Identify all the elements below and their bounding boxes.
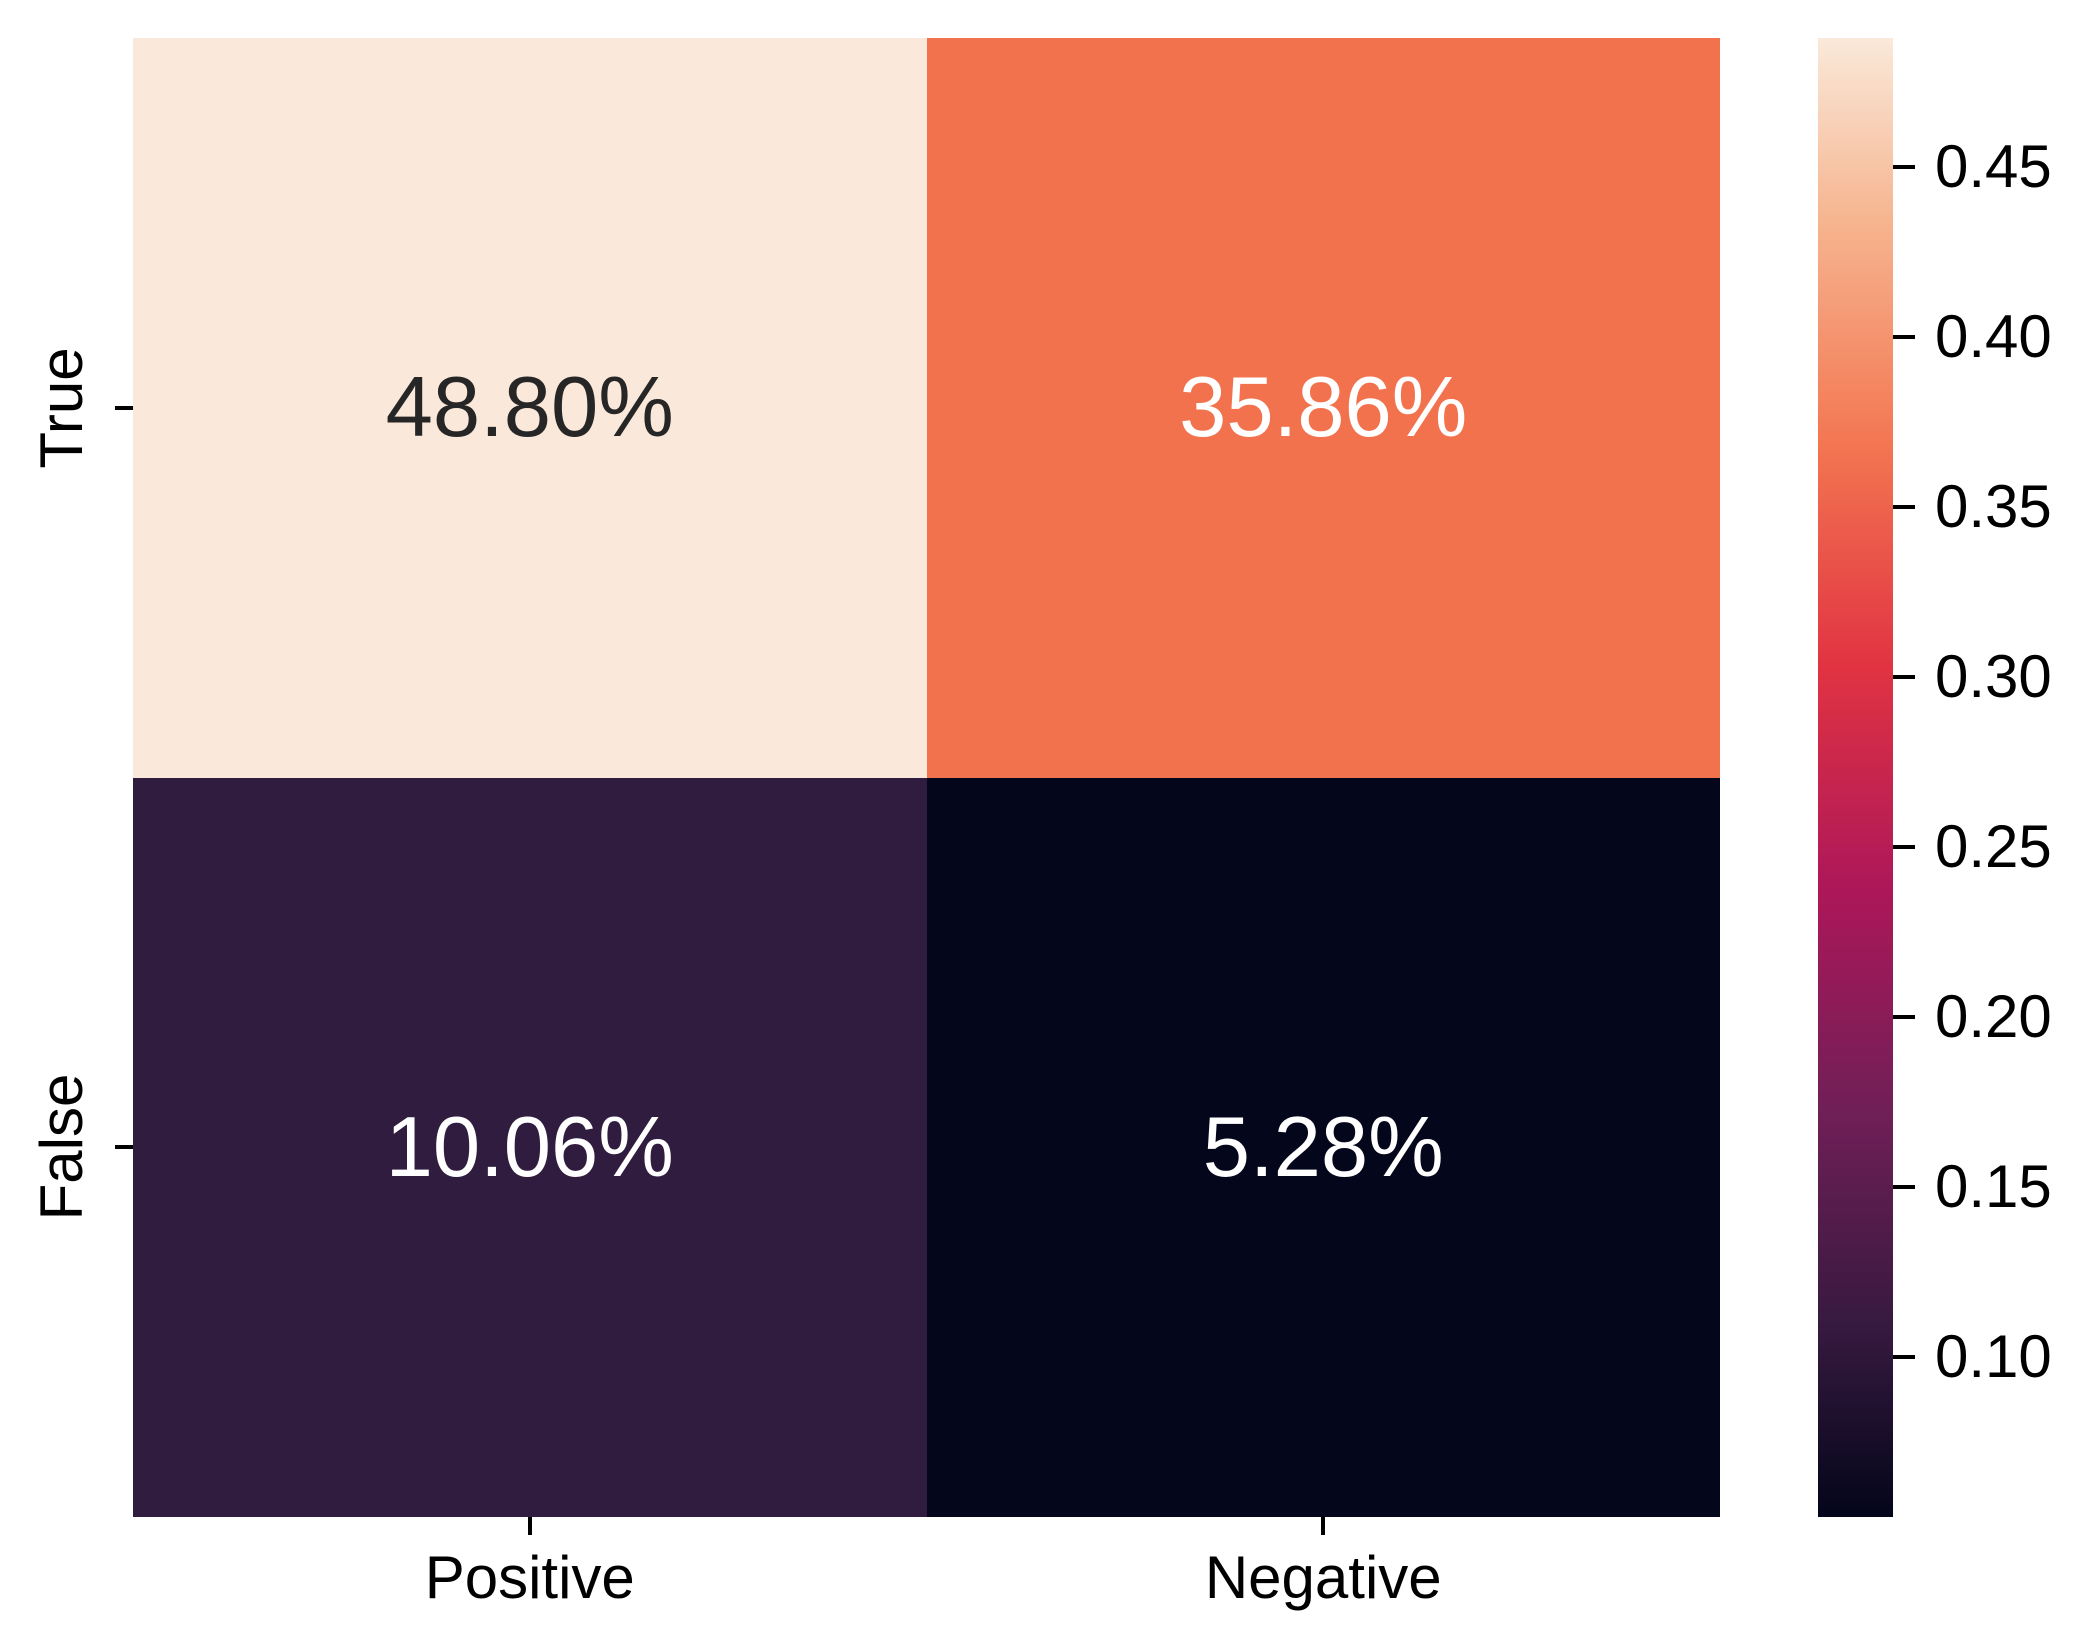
heatmap-cell-value: 5.28%	[1202, 1099, 1444, 1195]
y-tick-label-true: True	[28, 347, 95, 469]
y-tick-label-false: False	[28, 1073, 95, 1221]
x-tick-label-positive: Positive	[424, 1544, 635, 1611]
heatmap-cell-false-positive: 10.06%	[133, 777, 927, 1517]
colorbar-tick-mark	[1893, 504, 1915, 509]
x-tick-label-negative: Negative	[1204, 1544, 1442, 1611]
colorbar-tick-mark	[1893, 165, 1915, 170]
colorbar-tick-label-0.20: 0.20	[1935, 982, 2052, 1050]
colorbar-tick-mark	[1893, 1354, 1915, 1359]
colorbar-tick-mark	[1893, 335, 1915, 340]
colorbar-tick-mark	[1893, 674, 1915, 679]
colorbar-tick-label-0.25: 0.25	[1935, 812, 2052, 880]
colorbar-tick-mark	[1893, 1014, 1915, 1019]
heatmap-cell-value: 10.06%	[385, 1099, 674, 1195]
colorbar-tick-label-0.10: 0.10	[1935, 1322, 2052, 1390]
colorbar-tick-label-0.45: 0.45	[1935, 133, 2052, 201]
heatmap-cell-value: 35.86%	[1179, 360, 1468, 456]
colorbar-tick-mark	[1893, 1184, 1915, 1189]
y-tick-mark	[115, 1145, 133, 1150]
heatmap-cell-true-positive: 48.80%	[133, 38, 927, 778]
colorbar-tick-label-0.40: 0.40	[1935, 303, 2052, 371]
colorbar-tick-label-0.15: 0.15	[1935, 1152, 2052, 1220]
x-tick-mark	[1321, 1517, 1326, 1535]
heatmap-cell-true-negative: 35.86%	[926, 38, 1720, 778]
colorbar-tick-label-0.35: 0.35	[1935, 472, 2052, 540]
colorbar-tick-mark	[1893, 844, 1915, 849]
y-tick-mark	[115, 405, 133, 410]
x-tick-mark	[527, 1517, 532, 1535]
heatmap-grid: 48.80% 35.86% 10.06% 5.28%	[133, 38, 1720, 1517]
colorbar-tick-label-0.30: 0.30	[1935, 642, 2052, 710]
heatmap-cell-false-negative: 5.28%	[926, 777, 1720, 1517]
heatmap-cell-value: 48.80%	[385, 360, 674, 456]
colorbar	[1818, 38, 1893, 1517]
